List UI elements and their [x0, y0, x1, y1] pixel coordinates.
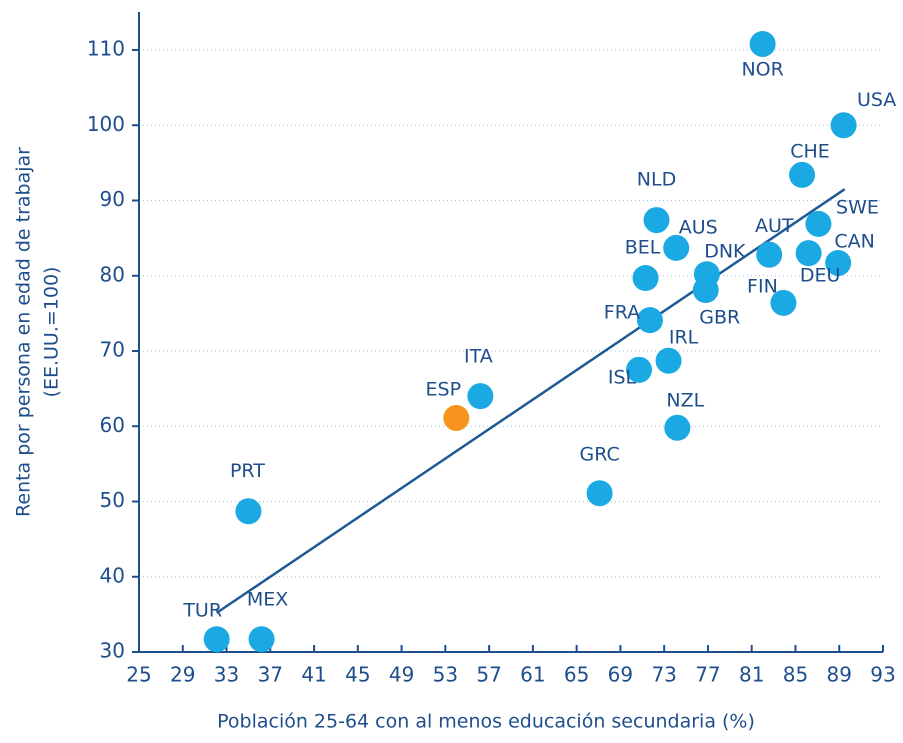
point [756, 241, 783, 268]
point-label: DEU [800, 264, 841, 286]
x-tick-label: 41 [301, 663, 326, 687]
point-label: DNK [704, 241, 746, 263]
point [692, 277, 719, 304]
point [636, 307, 663, 334]
x-tick-label: 25 [126, 663, 151, 687]
x-tick-label: 29 [170, 663, 195, 687]
x-tick-label: 53 [433, 663, 458, 687]
point [789, 161, 816, 188]
y-tick-label: 40 [100, 563, 125, 587]
x-tick-label: 73 [651, 663, 676, 687]
point-label: CAN [834, 231, 874, 253]
point [664, 414, 691, 441]
point [586, 480, 613, 507]
x-tick-label: 37 [258, 663, 283, 687]
point [830, 112, 857, 139]
point-label: GRC [579, 444, 619, 466]
point-label: IRL [669, 326, 699, 348]
point-label: MEX [247, 589, 288, 611]
y-tick-label: 80 [100, 262, 125, 286]
point [443, 404, 470, 431]
point-label: PRT [230, 460, 265, 482]
y-tick-label: 30 [100, 639, 125, 663]
x-tick-label: 85 [783, 663, 808, 687]
point-label: BEL [625, 237, 661, 259]
x-tick-label: 33 [214, 663, 239, 687]
point-label: FIN [747, 275, 778, 297]
x-tick-label: 49 [389, 663, 414, 687]
point [805, 210, 832, 237]
point [467, 383, 494, 410]
x-tick-label: 65 [564, 663, 589, 687]
point [825, 249, 852, 276]
x-axis-label: Población 25-64 con al menos educación s… [217, 711, 755, 733]
point-label: USA [857, 89, 896, 111]
x-tick-label: 93 [870, 663, 895, 687]
y-tick-label: 90 [100, 187, 125, 211]
x-tick-label: 45 [345, 663, 370, 687]
point-label: ITA [464, 346, 493, 368]
x-tick-label: 57 [476, 663, 501, 687]
x-tick-label: 69 [608, 663, 633, 687]
point [663, 234, 690, 261]
trend-line [215, 188, 846, 614]
y-axis-label: Renta por persona en edad de trabajar [13, 147, 35, 517]
x-tick-label: 89 [827, 663, 852, 687]
point-label: CHE [790, 140, 830, 162]
x-tick-label: 77 [695, 663, 720, 687]
y-axis-label: (EE.UU.=100) [41, 267, 63, 398]
point [770, 289, 797, 316]
point-label: AUT [755, 215, 794, 237]
point [626, 356, 653, 383]
y-tick-label: 50 [100, 488, 125, 512]
point-label: ESP [426, 378, 462, 400]
point [795, 240, 822, 267]
point [632, 265, 659, 292]
point-label: GBR [699, 307, 740, 329]
y-tick-label: 70 [100, 338, 125, 362]
point-label: SWE [836, 196, 879, 218]
point-label: TUR [182, 600, 222, 622]
point-label: NLD [637, 169, 676, 191]
point [203, 626, 230, 653]
point-label: NZL [666, 389, 704, 411]
x-tick-label: 81 [739, 663, 764, 687]
point-label: AUS [679, 216, 718, 238]
point [248, 626, 275, 653]
point [235, 498, 262, 525]
point [749, 30, 776, 57]
point-label: NOR [741, 58, 783, 80]
point [643, 207, 670, 234]
y-tick-label: 110 [87, 37, 125, 61]
x-tick-label: 61 [520, 663, 545, 687]
point [655, 347, 682, 374]
y-tick-label: 100 [87, 112, 125, 136]
point-label: ISL [608, 366, 637, 388]
point-label: FRA [604, 302, 640, 324]
y-tick-label: 60 [100, 413, 125, 437]
